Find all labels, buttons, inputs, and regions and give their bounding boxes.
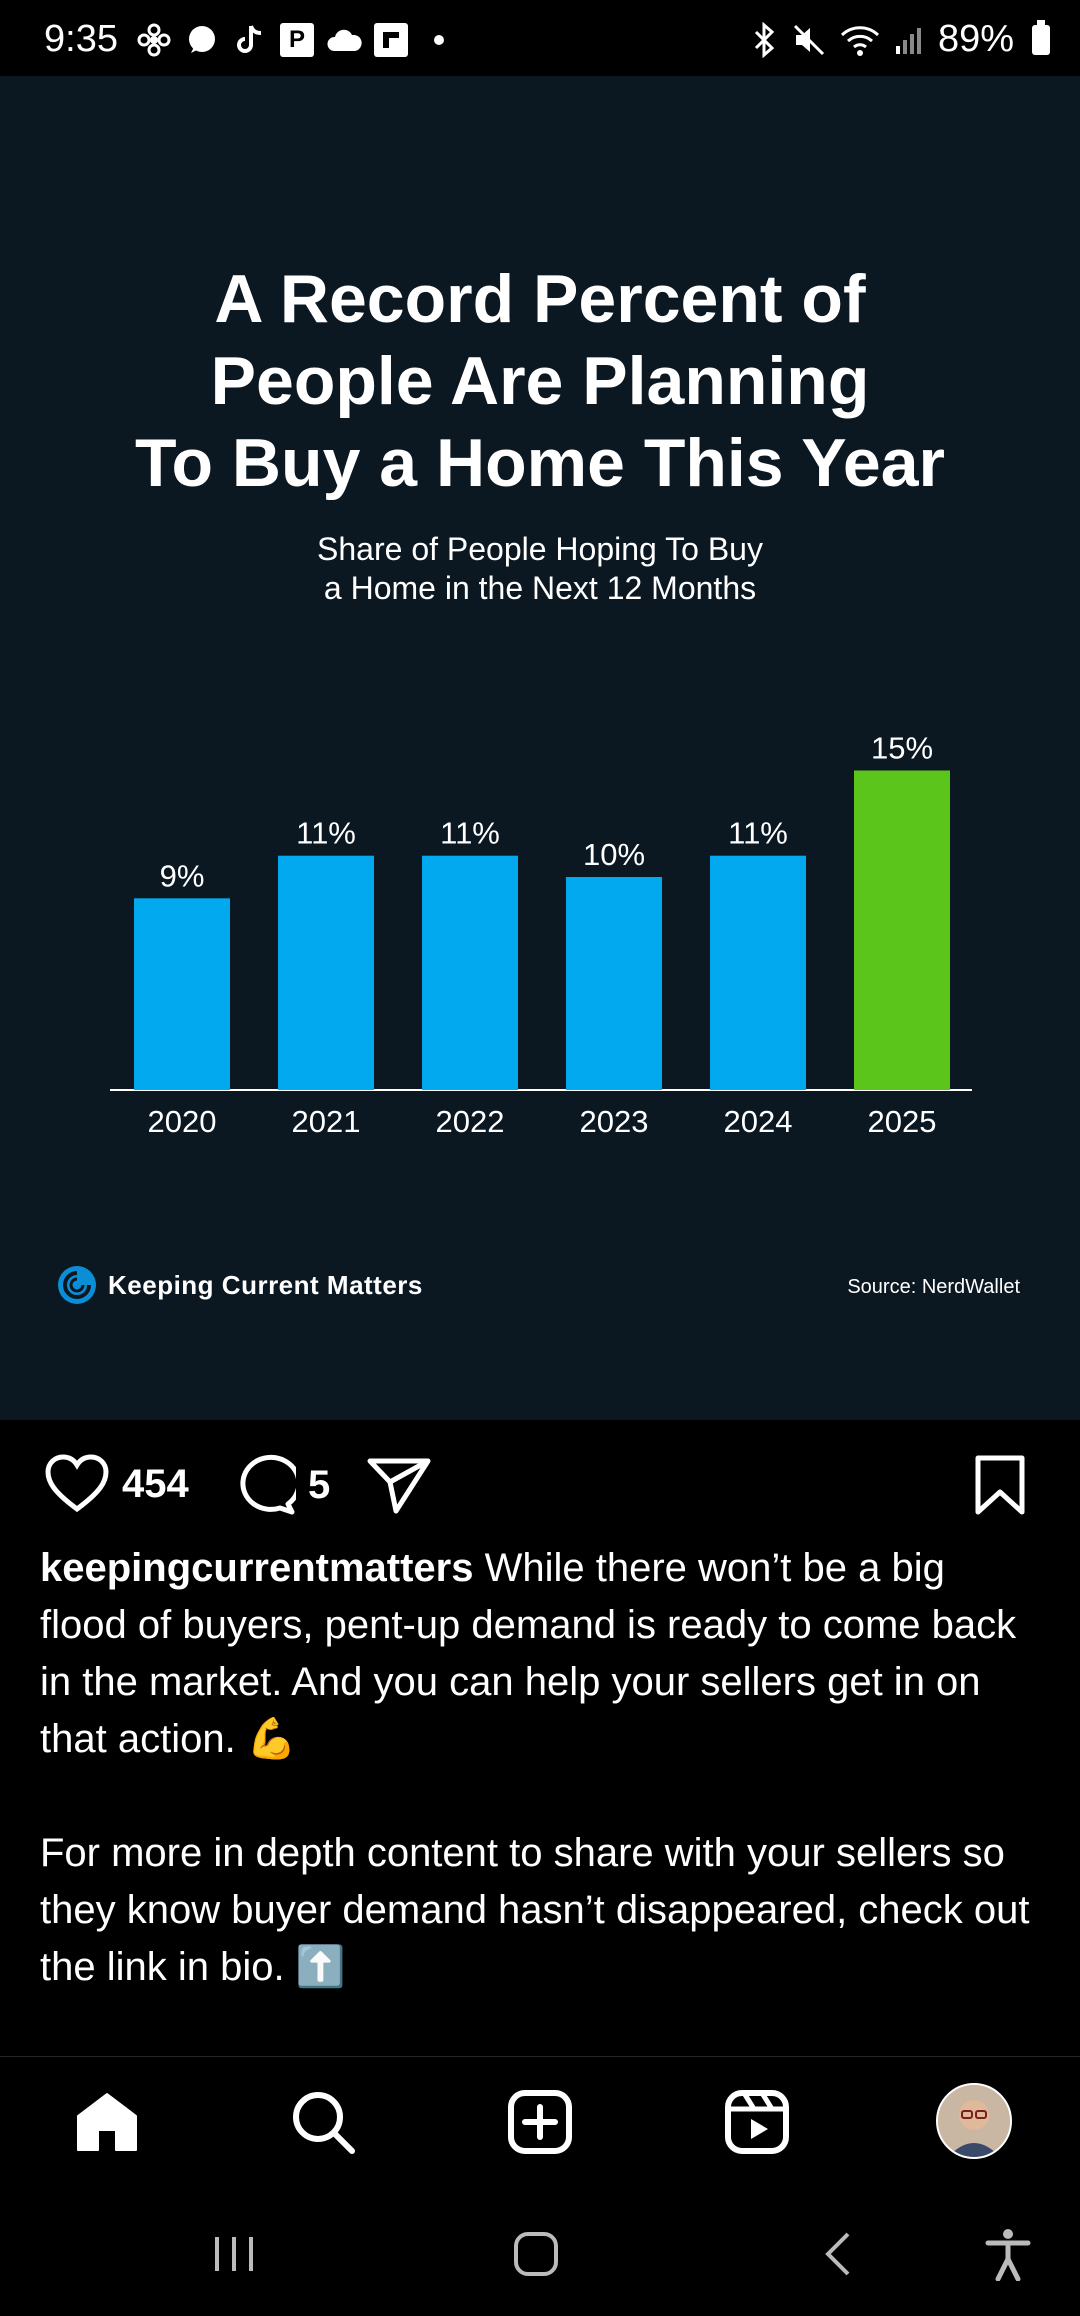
chat-icon [184,22,220,58]
share-button[interactable] [366,1456,432,1514]
x-tick-2025: 2025 [868,1104,937,1139]
signal-icon [895,27,921,54]
system-back-button[interactable] [808,2224,868,2284]
chart-subtitle: Share of People Hoping To Buy a Home in … [0,530,1080,608]
battery-percent: 89% [937,18,1014,60]
search-icon [293,2092,355,2154]
x-tick-2020: 2020 [148,1104,217,1139]
bookmark-icon [975,1455,1025,1515]
home-button-icon [514,2232,558,2276]
p-app-icon: P [280,23,314,57]
system-status-icons: 89% [752,18,1050,61]
data-label-2020: 9% [160,858,205,893]
data-label-2024: 11% [728,816,788,851]
reels-icon [725,2090,789,2154]
wifi-icon [840,25,879,56]
profile-avatar [936,2083,1012,2159]
x-tick-2022: 2022 [436,1104,505,1139]
status-bar: 9:35 P 89% [0,0,1080,76]
back-icon [825,2232,850,2276]
chart-subtitle-line: Share of People Hoping To Buy [317,531,763,567]
kcm-swirl-icon [58,1266,96,1304]
data-label-2021: 11% [296,816,356,851]
send-icon [367,1458,431,1514]
bar-2025 [854,770,950,1090]
caption-text: While there won’t be a big flood of buye… [40,1546,1017,1761]
heart-icon [45,1454,109,1513]
flipboard-icon [374,23,408,57]
battery-icon [1032,19,1050,55]
bar-2021 [278,855,374,1090]
bar-2020 [134,898,230,1090]
x-tick-2024: 2024 [724,1104,793,1139]
post-caption: keepingcurrentmatters While there won’t … [40,1540,1040,2053]
home-icon [77,2093,137,2151]
bluetooth-icon [754,21,775,58]
more-dot-icon [434,35,444,45]
comment-count: 5 [308,1462,331,1507]
bar-2022 [422,855,518,1090]
bar-2023 [566,877,662,1090]
data-label-2025: 15% [871,731,933,766]
nav-profile[interactable] [934,2081,1014,2161]
create-icon [508,2090,572,2154]
post-image[interactable] [0,76,1080,1420]
like-button[interactable]: 454 [44,1454,189,1514]
nav-create[interactable] [505,2087,575,2157]
tiktok-icon [232,22,268,58]
system-home-button[interactable] [506,2224,566,2284]
fan-icon [136,22,172,58]
caption-text-2: For more in depth content to share with … [40,1831,1030,1989]
caption-paragraph: keepingcurrentmatters While there won’t … [40,1540,1040,1768]
data-label-2023: 10% [583,837,645,872]
x-tick-2023: 2023 [580,1104,649,1139]
mute-icon [793,24,824,55]
nav-search[interactable] [288,2087,358,2157]
accessibility-button[interactable] [978,2224,1038,2284]
save-button[interactable] [972,1454,1028,1516]
brand-logo: Keeping Current Matters [56,1264,423,1306]
accessibility-icon [985,2229,1031,2281]
recent-apps-button[interactable] [204,2224,264,2284]
recent-apps-icon [215,2237,253,2271]
chart-subtitle-line: a Home in the Next 12 Months [323,570,757,606]
bottom-nav [0,2056,1080,2183]
chart-title-line: A Record Percent of [214,261,866,337]
nav-home[interactable] [72,2087,142,2157]
comment-button[interactable]: 5 [232,1454,330,1516]
cloud-icon [326,22,362,58]
nav-reels[interactable] [722,2087,792,2157]
status-time: 9:35 [44,18,118,60]
chart-source: Source: NerdWallet [847,1276,1020,1298]
comment-icon [240,1454,296,1515]
x-tick-2021: 2021 [292,1104,361,1139]
brand-name: Keeping Current Matters [108,1269,423,1300]
data-label-2022: 11% [440,816,500,851]
caption-username[interactable]: keepingcurrentmatters [40,1546,474,1590]
like-count: 454 [122,1461,189,1506]
chart-title: A Record Percent of People Are Planning … [0,258,1080,504]
bar-2024 [710,855,806,1090]
chart-title-line: To Buy a Home This Year [135,425,945,501]
system-nav-bar [0,2182,1080,2316]
notification-icons: P [136,20,444,60]
chart-title-line: People Are Planning [210,343,870,419]
bar-chart: 9% 2020 11% 2021 11% 2022 10% 2023 11% 2024 15% 202… [110,731,972,1139]
post-actions: 454 5 [0,1420,1080,1550]
